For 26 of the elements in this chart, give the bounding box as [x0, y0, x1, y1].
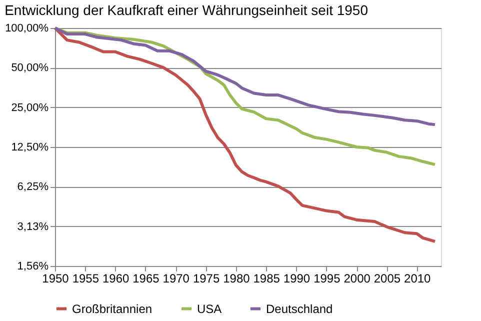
y-tick-label: 12,50%: [11, 142, 49, 154]
legend-label: Großbritannien: [72, 302, 152, 316]
x-tick-label: 1995: [314, 272, 341, 286]
y-tick-label: 3,13%: [17, 220, 49, 233]
chart-title: Entwicklung der Kaufkraft einer Währungseinheit seit 1950: [4, 2, 368, 18]
x-tick-label: 1960: [102, 272, 130, 286]
y-tick-label: 1,56%: [17, 260, 49, 272]
legend-label: Deutschland: [266, 302, 333, 316]
y-tick-label: 100,00%: [5, 22, 49, 34]
x-tick-label: 1990: [283, 272, 310, 286]
legend-label: USA: [197, 302, 222, 316]
line-series: [54, 26, 436, 126]
y-tick-label: 50,00%: [11, 62, 49, 74]
x-tick-label: 2010: [404, 272, 432, 286]
y-tick-label: 25,00%: [11, 102, 49, 114]
x-tick-label: 1950: [42, 272, 70, 286]
x-tick-label: 1965: [132, 272, 160, 286]
x-tick-label: 1975: [192, 272, 220, 286]
x-tick-label: 1955: [72, 272, 100, 286]
y-tick-label: 6,25%: [17, 181, 49, 194]
x-tick-label: 2005: [374, 272, 401, 286]
line-series: [54, 26, 436, 243]
x-tick-label: 1980: [223, 272, 250, 286]
x-tick-label: 2000: [344, 272, 371, 286]
x-tick-label: 1985: [253, 272, 280, 286]
x-tick-label: 1970: [162, 272, 190, 286]
